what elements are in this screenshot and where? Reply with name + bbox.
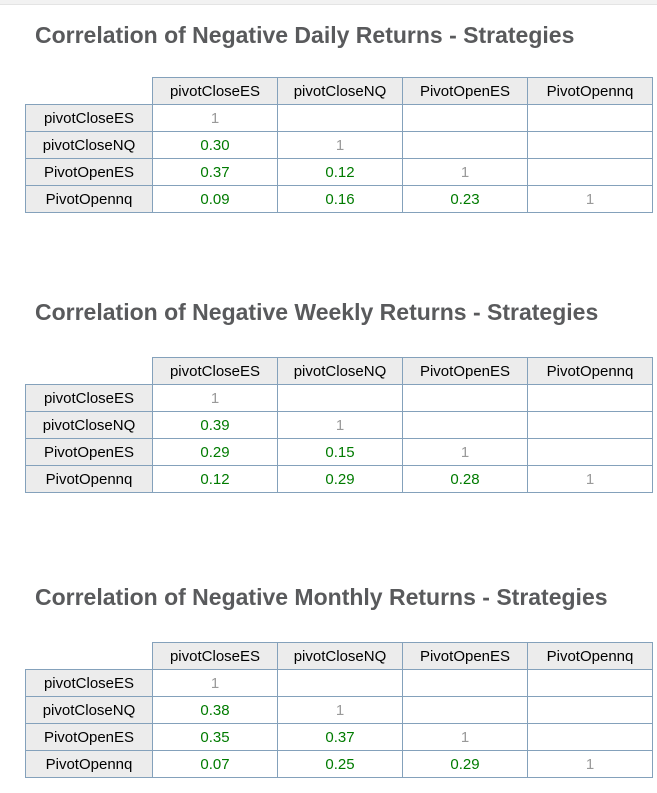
column-header: PivotOpenES bbox=[402, 77, 528, 105]
column-header-row: pivotCloseES pivotCloseNQ PivotOpenES Pi… bbox=[26, 357, 653, 385]
corner-cell bbox=[26, 643, 153, 670]
row-header: pivotCloseNQ bbox=[25, 411, 153, 439]
table-row: pivotCloseES 1 bbox=[25, 669, 653, 697]
correlation-cell: 0.23 bbox=[402, 185, 528, 213]
table-row: PivotOpenES 0.35 0.37 1 bbox=[25, 723, 653, 751]
row-header: pivotCloseES bbox=[25, 669, 153, 697]
table-row: pivotCloseNQ 0.38 1 bbox=[25, 696, 653, 724]
monthly-correlation-table: pivotCloseES pivotCloseNQ PivotOpenES Pi… bbox=[25, 642, 653, 778]
correlation-cell: 1 bbox=[277, 131, 403, 159]
correlation-cell bbox=[527, 104, 653, 132]
correlation-cell: 0.15 bbox=[277, 438, 403, 466]
column-header: pivotCloseES bbox=[152, 642, 278, 670]
column-header: PivotOpenES bbox=[402, 357, 528, 385]
column-header: PivotOpennq bbox=[527, 77, 653, 105]
correlation-cell bbox=[527, 131, 653, 159]
weekly-correlation-table: pivotCloseES pivotCloseNQ PivotOpenES Pi… bbox=[25, 357, 653, 493]
correlation-cell bbox=[527, 696, 653, 724]
correlation-cell bbox=[402, 696, 528, 724]
correlation-cell bbox=[527, 411, 653, 439]
correlation-cell bbox=[402, 411, 528, 439]
correlation-cell bbox=[527, 384, 653, 412]
correlation-cell: 0.16 bbox=[277, 185, 403, 213]
correlation-cell: 1 bbox=[527, 750, 653, 778]
correlation-cell bbox=[402, 131, 528, 159]
correlation-cell: 1 bbox=[152, 384, 278, 412]
column-header-row: pivotCloseES pivotCloseNQ PivotOpenES Pi… bbox=[26, 77, 653, 105]
correlation-cell: 0.39 bbox=[152, 411, 278, 439]
correlation-cell: 0.12 bbox=[152, 465, 278, 493]
correlation-cell: 1 bbox=[527, 185, 653, 213]
row-header: PivotOpenES bbox=[25, 438, 153, 466]
correlation-cell bbox=[277, 104, 403, 132]
table-row: pivotCloseES 1 bbox=[25, 384, 653, 412]
weekly-report-title: Correlation of Negative Weekly Returns -… bbox=[35, 299, 599, 325]
table-row: PivotOpenES 0.29 0.15 1 bbox=[25, 438, 653, 466]
correlation-cell: 0.07 bbox=[152, 750, 278, 778]
column-header-row: pivotCloseES pivotCloseNQ PivotOpenES Pi… bbox=[26, 642, 653, 670]
top-border-strip bbox=[0, 0, 657, 5]
column-header: PivotOpennq bbox=[527, 642, 653, 670]
column-header: pivotCloseES bbox=[152, 357, 278, 385]
correlation-cell bbox=[527, 669, 653, 697]
correlation-cell bbox=[527, 723, 653, 751]
row-header: PivotOpennq bbox=[25, 185, 153, 213]
daily-correlation-table: pivotCloseES pivotCloseNQ PivotOpenES Pi… bbox=[25, 77, 653, 213]
correlation-cell: 1 bbox=[527, 465, 653, 493]
correlation-cell: 1 bbox=[277, 696, 403, 724]
monthly-report-title: Correlation of Negative Monthly Returns … bbox=[35, 584, 608, 610]
row-header: PivotOpenES bbox=[25, 723, 153, 751]
correlation-cell: 0.12 bbox=[277, 158, 403, 186]
correlation-cell bbox=[277, 384, 403, 412]
row-header: pivotCloseES bbox=[25, 104, 153, 132]
table-row: PivotOpennq 0.07 0.25 0.29 1 bbox=[25, 750, 653, 778]
correlation-cell: 0.38 bbox=[152, 696, 278, 724]
row-header: PivotOpennq bbox=[25, 750, 153, 778]
correlation-cell: 0.35 bbox=[152, 723, 278, 751]
column-header: pivotCloseNQ bbox=[277, 642, 403, 670]
column-header: pivotCloseNQ bbox=[277, 357, 403, 385]
correlation-cell: 1 bbox=[402, 438, 528, 466]
correlation-cell bbox=[277, 669, 403, 697]
correlation-cell bbox=[402, 104, 528, 132]
column-header: pivotCloseNQ bbox=[277, 77, 403, 105]
correlation-cell: 0.37 bbox=[152, 158, 278, 186]
correlation-cell bbox=[527, 438, 653, 466]
row-header: pivotCloseES bbox=[25, 384, 153, 412]
corner-cell bbox=[26, 78, 153, 105]
column-header: pivotCloseES bbox=[152, 77, 278, 105]
correlation-cell bbox=[402, 669, 528, 697]
correlation-cell: 0.29 bbox=[402, 750, 528, 778]
correlation-cell: 0.37 bbox=[277, 723, 403, 751]
correlation-cell: 1 bbox=[402, 158, 528, 186]
row-header: pivotCloseNQ bbox=[25, 131, 153, 159]
correlation-cell: 0.25 bbox=[277, 750, 403, 778]
correlation-cell: 1 bbox=[277, 411, 403, 439]
table-row: pivotCloseES 1 bbox=[25, 104, 653, 132]
correlation-cell: 1 bbox=[152, 669, 278, 697]
correlation-cell: 0.28 bbox=[402, 465, 528, 493]
table-row: PivotOpennq 0.09 0.16 0.23 1 bbox=[25, 185, 653, 213]
correlation-cell: 0.30 bbox=[152, 131, 278, 159]
table-row: pivotCloseNQ 0.30 1 bbox=[25, 131, 653, 159]
table-row: PivotOpenES 0.37 0.12 1 bbox=[25, 158, 653, 186]
correlation-cell bbox=[402, 384, 528, 412]
correlation-cell bbox=[527, 158, 653, 186]
row-header: pivotCloseNQ bbox=[25, 696, 153, 724]
column-header: PivotOpennq bbox=[527, 357, 653, 385]
correlation-cell: 0.29 bbox=[277, 465, 403, 493]
table-row: PivotOpennq 0.12 0.29 0.28 1 bbox=[25, 465, 653, 493]
daily-report-title: Correlation of Negative Daily Returns - … bbox=[35, 22, 575, 48]
table-row: pivotCloseNQ 0.39 1 bbox=[25, 411, 653, 439]
correlation-cell: 0.09 bbox=[152, 185, 278, 213]
correlation-cell: 1 bbox=[152, 104, 278, 132]
correlation-cell: 0.29 bbox=[152, 438, 278, 466]
correlation-cell: 1 bbox=[402, 723, 528, 751]
column-header: PivotOpenES bbox=[402, 642, 528, 670]
row-header: PivotOpenES bbox=[25, 158, 153, 186]
row-header: PivotOpennq bbox=[25, 465, 153, 493]
corner-cell bbox=[26, 358, 153, 385]
